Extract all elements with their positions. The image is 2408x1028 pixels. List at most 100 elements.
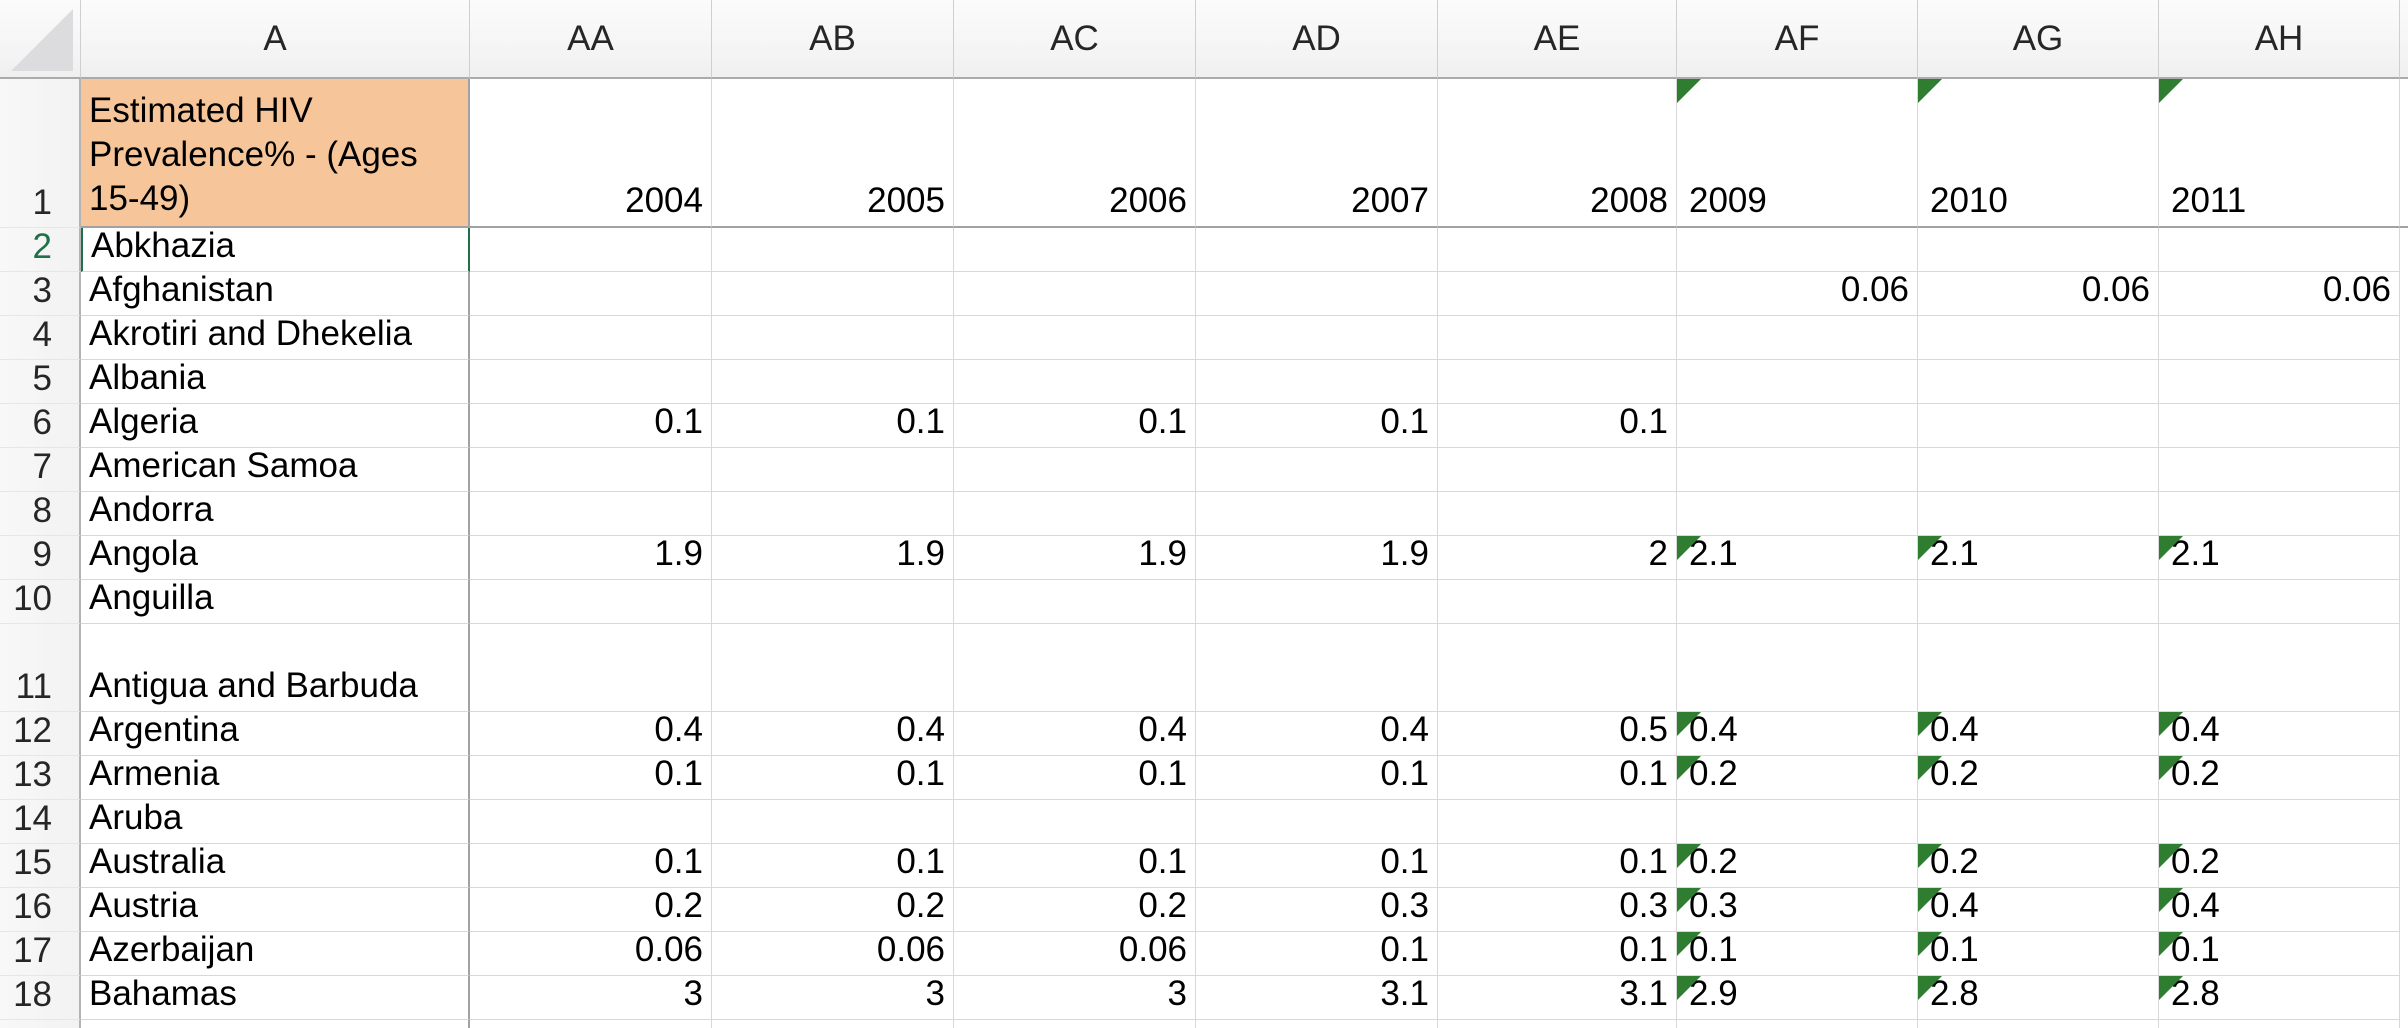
cell-AC19-partial[interactable] [954,1020,1196,1028]
cell-AB16[interactable]: 0.2 [712,886,954,932]
cell-AC6[interactable]: 0.1 [954,402,1196,448]
cell-AG19-partial[interactable] [1918,1020,2159,1028]
cell-AH15[interactable]: 0.2 [2159,842,2400,888]
cell-AA5[interactable] [470,360,712,404]
cell-AF11[interactable] [1677,624,1918,712]
cell-AA15[interactable]: 0.1 [470,842,712,888]
cell-A15[interactable]: Australia [81,844,470,888]
cell-AA1[interactable]: 2004 [470,79,712,228]
cell-AD14[interactable] [1196,800,1438,844]
cell-AD19-partial[interactable] [1196,1020,1438,1028]
row-header-13[interactable]: 13 [0,755,81,800]
cell-AA17[interactable]: 0.06 [470,930,712,976]
cell-AE9[interactable]: 2 [1438,534,1677,580]
cell-A3[interactable]: Afghanistan [81,272,470,316]
cell-AB11[interactable] [712,624,954,712]
cell-AB8[interactable] [712,492,954,536]
row-header-14[interactable]: 14 [0,799,81,844]
cell-AA7[interactable] [470,448,712,492]
row-header-2[interactable]: 2 [0,227,81,272]
cell-AA3[interactable] [470,272,712,316]
column-header-AF[interactable]: AF [1677,0,1918,79]
cell-AG1[interactable]: 2010 [1918,79,2159,228]
cell-AB15[interactable]: 0.1 [712,842,954,888]
cell-A14[interactable]: Aruba [81,800,470,844]
cell-AD16[interactable]: 0.3 [1196,886,1438,932]
cell-AC18[interactable]: 3 [954,974,1196,1020]
cell-AF4[interactable] [1677,316,1918,360]
row-header-10[interactable]: 10 [0,579,81,624]
cell-AA2[interactable] [470,228,712,272]
cell-AG18[interactable]: 2.8 [1918,974,2159,1020]
cell-A18[interactable]: Bahamas [81,976,470,1020]
cell-AG2[interactable] [1918,228,2159,272]
cell-AG12[interactable]: 0.4 [1918,710,2159,756]
cell-AA11[interactable] [470,624,712,712]
cell-AB7[interactable] [712,448,954,492]
cell-AE19-partial[interactable] [1438,1020,1677,1028]
row-header-9[interactable]: 9 [0,535,81,580]
cell-AA9[interactable]: 1.9 [470,534,712,580]
cell-AG14[interactable] [1918,800,2159,844]
cell-AE12[interactable]: 0.5 [1438,710,1677,756]
cell-AC17[interactable]: 0.06 [954,930,1196,976]
cell-A17[interactable]: Azerbaijan [81,932,470,976]
cell-AF10[interactable] [1677,580,1918,624]
cell-A6[interactable]: Algeria [81,404,470,448]
cell-AC4[interactable] [954,316,1196,360]
select-all-corner[interactable] [0,0,81,79]
cell-AD7[interactable] [1196,448,1438,492]
cell-AC13[interactable]: 0.1 [954,754,1196,800]
cell-AH11[interactable] [2159,624,2400,712]
cell-AG9[interactable]: 2.1 [1918,534,2159,580]
cell-AA13[interactable]: 0.1 [470,754,712,800]
cell-AH18[interactable]: 2.8 [2159,974,2400,1020]
row-header-15[interactable]: 15 [0,843,81,888]
cell-A13[interactable]: Armenia [81,756,470,800]
cell-AG11[interactable] [1918,624,2159,712]
cell-A2[interactable]: Abkhazia [81,228,470,272]
cell-AE7[interactable] [1438,448,1677,492]
cell-AB6[interactable]: 0.1 [712,402,954,448]
cell-AF5[interactable] [1677,360,1918,404]
cell-AE15[interactable]: 0.1 [1438,842,1677,888]
cell-AH6[interactable] [2159,404,2400,448]
cell-AB5[interactable] [712,360,954,404]
cell-A1[interactable]: Estimated HIV Prevalence% - (Ages 15-49) [81,79,470,228]
cell-AF17[interactable]: 0.1 [1677,930,1918,976]
cell-AE6[interactable]: 0.1 [1438,402,1677,448]
row-header-18[interactable]: 18 [0,975,81,1020]
cell-AC8[interactable] [954,492,1196,536]
cell-A4[interactable]: Akrotiri and Dhekelia [81,316,470,360]
column-header-AB[interactable]: AB [712,0,954,79]
cell-A5[interactable]: Albania [81,360,470,404]
cell-AB1[interactable]: 2005 [712,79,954,228]
cell-AC12[interactable]: 0.4 [954,710,1196,756]
cell-AE18[interactable]: 3.1 [1438,974,1677,1020]
column-header-AE[interactable]: AE [1438,0,1677,79]
cell-AE14[interactable] [1438,800,1677,844]
cell-AH13[interactable]: 0.2 [2159,754,2400,800]
row-header-7[interactable]: 7 [0,447,81,492]
cell-AH4[interactable] [2159,316,2400,360]
cell-A12[interactable]: Argentina [81,712,470,756]
cell-AF8[interactable] [1677,492,1918,536]
cell-AC7[interactable] [954,448,1196,492]
row-header-6[interactable]: 6 [0,403,81,448]
row-header-1[interactable]: 1 [0,79,81,228]
cell-AD10[interactable] [1196,580,1438,624]
cell-AA19-partial[interactable] [470,1020,712,1028]
cell-AE5[interactable] [1438,360,1677,404]
row-header-12[interactable]: 12 [0,711,81,756]
cell-AB13[interactable]: 0.1 [712,754,954,800]
cell-AB3[interactable] [712,272,954,316]
cell-A8[interactable]: Andorra [81,492,470,536]
cell-AD18[interactable]: 3.1 [1196,974,1438,1020]
cell-AE10[interactable] [1438,580,1677,624]
cell-AD15[interactable]: 0.1 [1196,842,1438,888]
cell-AC10[interactable] [954,580,1196,624]
cell-AH5[interactable] [2159,360,2400,404]
cell-AC3[interactable] [954,272,1196,316]
cell-AA18[interactable]: 3 [470,974,712,1020]
cell-AB19-partial[interactable] [712,1020,954,1028]
